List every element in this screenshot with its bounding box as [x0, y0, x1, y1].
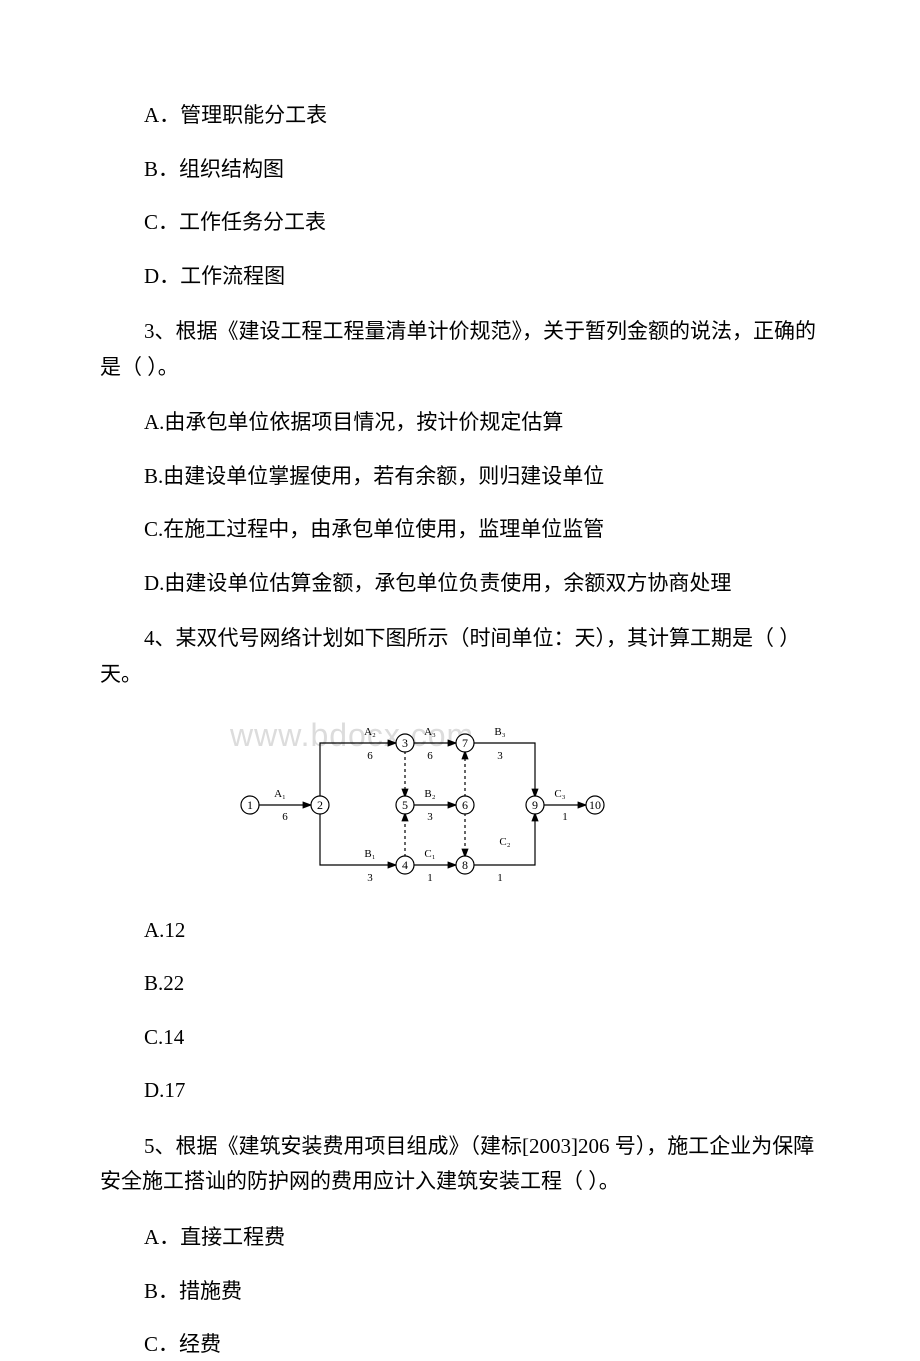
svg-text:7: 7	[462, 736, 468, 750]
svg-text:5: 5	[402, 798, 408, 812]
q2-option-b: B．组织结构图	[144, 154, 820, 186]
svg-text:A₁: A₁	[274, 788, 286, 800]
svg-text:6: 6	[282, 811, 288, 823]
svg-text:B₁: B₁	[364, 848, 375, 860]
svg-text:B₃: B₃	[494, 726, 505, 738]
svg-text:A₃: A₃	[424, 726, 436, 738]
svg-text:1: 1	[497, 872, 503, 884]
svg-text:2: 2	[317, 798, 323, 812]
svg-text:6: 6	[427, 750, 433, 762]
svg-text:A₂: A₂	[364, 726, 376, 738]
q5-option-a: A．直接工程费	[144, 1222, 820, 1254]
svg-text:C₂: C₂	[499, 836, 510, 848]
q5-option-c: C．经费	[144, 1329, 820, 1361]
svg-text:3: 3	[497, 750, 503, 762]
svg-text:8: 8	[462, 858, 468, 872]
document-body: A．管理职能分工表 B．组织结构图 C．工作任务分工表 D．工作流程图 3、根据…	[0, 0, 920, 1361]
svg-text:1: 1	[247, 798, 253, 812]
svg-text:C₁: C₁	[424, 848, 435, 860]
svg-text:10: 10	[589, 798, 601, 812]
svg-text:B₂: B₂	[424, 788, 435, 800]
svg-text:9: 9	[532, 798, 538, 812]
q2-option-d: D．工作流程图	[144, 261, 820, 293]
svg-text:1: 1	[562, 811, 568, 823]
q4-option-c: C.14	[144, 1022, 820, 1054]
q5-stem: 5、根据《建筑安装费用项目组成》（建标[2003]206 号），施工企业为保障安…	[100, 1129, 820, 1200]
q3-stem: 3、根据《建设工程工程量清单计价规范》，关于暂列金额的说法，正确的是（ ）。	[100, 314, 820, 385]
svg-text:3: 3	[367, 872, 373, 884]
q3-option-b: B.由建设单位掌握使用，若有余额，则归建设单位	[144, 461, 820, 493]
q2-option-c: C．工作任务分工表	[144, 207, 820, 239]
q3-option-d: D.由建设单位估算金额，承包单位负责使用，余额双方协商处理	[144, 568, 820, 600]
q2-option-a: A．管理职能分工表	[144, 100, 820, 132]
q4-stem: 4、某双代号网络计划如下图所示（时间单位：天），其计算工期是（ ）天。	[100, 621, 820, 692]
q3-option-a: A.由承包单位依据项目情况，按计价规定估算	[144, 407, 820, 439]
svg-text:3: 3	[427, 811, 433, 823]
svg-text:4: 4	[402, 858, 408, 872]
q5-option-b: B．措施费	[144, 1276, 820, 1308]
network-diagram-svg: 1 2 3 4 5 6 7 8 9 10 A₁ 6 A₂ 6 B₁ 3 A₃ 6 B₂ 3 C₁ 1 B₃ 3 C₂ 1 C₃ 1	[230, 715, 610, 895]
q4-option-a: A.12	[144, 915, 820, 947]
svg-text:1: 1	[427, 872, 433, 884]
q4-option-d: D.17	[144, 1075, 820, 1107]
q3-option-c: C.在施工过程中，由承包单位使用，监理单位监管	[144, 514, 820, 546]
q4-option-b: B.22	[144, 968, 820, 1000]
svg-text:C₃: C₃	[554, 788, 565, 800]
network-diagram: www.bdocx.com 12345678910 A₁6A₂6B₁3A₃6B₂…	[230, 715, 610, 895]
svg-text:6: 6	[462, 798, 468, 812]
svg-text:6: 6	[367, 750, 373, 762]
svg-text:3: 3	[402, 736, 408, 750]
